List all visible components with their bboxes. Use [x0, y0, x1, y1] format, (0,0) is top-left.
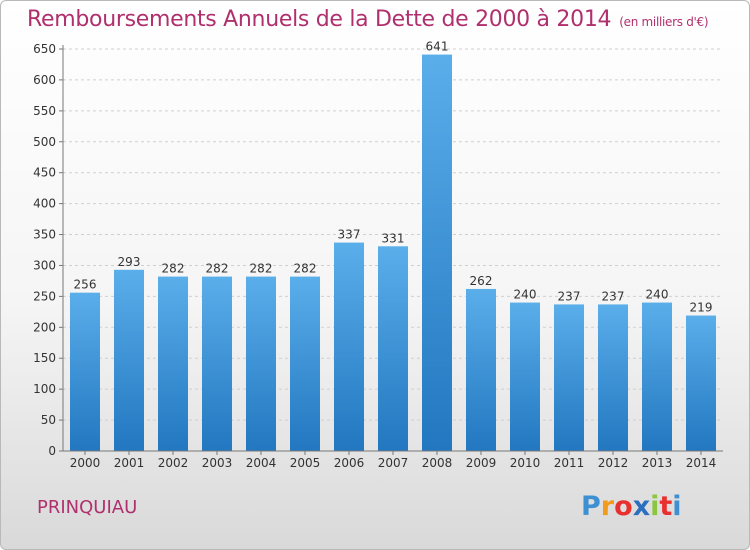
bar-value-label: 237: [558, 289, 581, 303]
city-name: PRINQUIAU: [37, 497, 138, 518]
bar-value-label: 240: [514, 288, 537, 302]
x-tick-label: 2005: [290, 456, 321, 470]
bar-value-label: 262: [470, 274, 493, 288]
logo-letter: i: [672, 491, 682, 522]
bar: [246, 276, 276, 451]
bar-value-label: 641: [426, 40, 449, 54]
y-tick-label: 600: [33, 73, 56, 87]
bar: [290, 276, 320, 451]
y-tick-label: 0: [48, 444, 56, 458]
bar: [510, 302, 540, 451]
x-tick-label: 2011: [554, 456, 585, 470]
bar: [114, 269, 144, 451]
bar: [70, 292, 100, 451]
y-tick-label: 500: [33, 135, 56, 149]
x-tick-label: 2010: [510, 456, 541, 470]
bar: [334, 242, 364, 451]
y-tick-label: 150: [33, 351, 56, 365]
bar: [642, 302, 672, 451]
y-tick-label: 250: [33, 289, 56, 303]
x-tick-label: 2000: [70, 456, 101, 470]
x-tick-label: 2013: [642, 456, 673, 470]
x-tick-label: 2002: [158, 456, 189, 470]
bar-value-label: 237: [602, 289, 625, 303]
y-tick-label: 650: [33, 42, 56, 56]
chart-unit: (en milliers d'€): [619, 15, 709, 29]
bar-value-label: 240: [646, 288, 669, 302]
y-tick-label: 350: [33, 228, 56, 242]
bar: [378, 246, 408, 451]
bar: [554, 304, 584, 451]
x-tick-label: 2008: [422, 456, 453, 470]
bar-value-label: 293: [118, 255, 141, 269]
logo-letter: r: [600, 491, 615, 522]
x-tick-label: 2014: [686, 456, 717, 470]
bar: [158, 276, 188, 451]
bar-value-label: 219: [690, 301, 713, 315]
bar: [466, 288, 496, 451]
bar-value-label: 282: [250, 262, 273, 276]
bar: [598, 304, 628, 451]
logo-letter: o: [614, 491, 633, 522]
y-tick-label: 100: [33, 382, 56, 396]
logo-letter: P: [581, 491, 601, 522]
bar-value-label: 256: [74, 278, 97, 292]
y-tick-label: 450: [33, 166, 56, 180]
y-tick-label: 300: [33, 258, 56, 272]
bar: [422, 54, 452, 451]
proxiti-logo[interactable]: Proxiti: [581, 491, 682, 522]
bar: [686, 315, 716, 451]
chart-title-text: Remboursements Annuels de la Dette de 20…: [27, 7, 612, 32]
y-tick-label: 400: [33, 197, 56, 211]
bar-value-label: 282: [206, 262, 229, 276]
y-tick-label: 550: [33, 104, 56, 118]
x-tick-label: 2009: [466, 456, 497, 470]
logo-letter: i: [650, 491, 660, 522]
bar-value-label: 282: [162, 262, 185, 276]
x-tick-label: 2001: [114, 456, 145, 470]
x-tick-label: 2004: [246, 456, 277, 470]
logo-letter: t: [659, 491, 673, 522]
bar: [202, 276, 232, 451]
y-tick-label: 50: [41, 413, 56, 427]
x-tick-label: 2006: [334, 456, 365, 470]
x-tick-label: 2007: [378, 456, 409, 470]
chart-title: Remboursements Annuels de la Dette de 20…: [27, 7, 709, 32]
x-tick-label: 2012: [598, 456, 629, 470]
y-tick-label: 200: [33, 320, 56, 334]
x-tick-label: 2003: [202, 456, 233, 470]
bar-value-label: 282: [294, 262, 317, 276]
bar-value-label: 331: [382, 231, 405, 245]
logo-letter: x: [632, 491, 651, 522]
bar-value-label: 337: [338, 228, 361, 242]
